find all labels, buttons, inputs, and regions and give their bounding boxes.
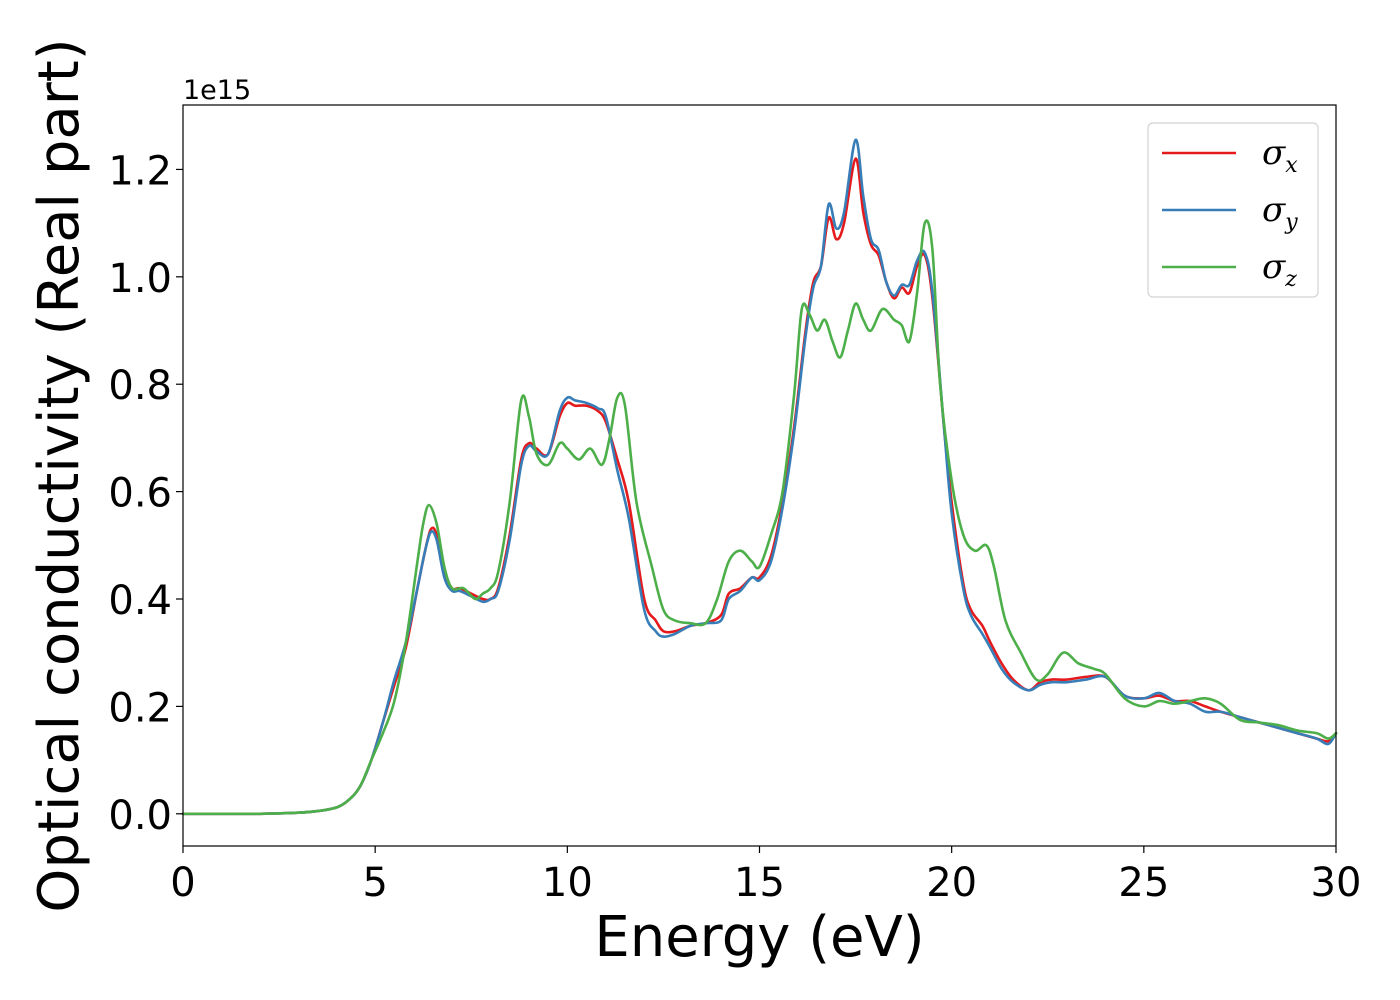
x-tick-label: 0 [170,860,195,906]
y-tick-label: 0.6 [108,471,172,517]
x-axis-label: Energy (eV) [594,905,924,970]
y-tick-label: 0.4 [108,578,172,624]
y-tick-label: 0.0 [108,793,172,839]
series-layer [181,138,1338,816]
plot-background [183,105,1336,846]
x-tick-label: 10 [542,860,593,906]
x-tick-label: 25 [1118,860,1169,906]
x-tick-label: 20 [926,860,977,906]
series-line-z [181,219,1338,816]
y-tick-label: 0.2 [108,685,172,731]
y-axis-ticks: 0.0 0.2 0.4 0.6 0.8 1.0 1.2 [108,148,183,839]
y-tick-label: 1.0 [108,256,172,302]
y-axis-label: Optical conductivity (Real part) [27,38,92,912]
y-tick-label: 1.2 [108,148,172,194]
x-tick-label: 15 [734,860,785,906]
x-tick-label: 5 [362,860,387,906]
x-axis-ticks: 0 5 10 15 20 25 30 [170,846,1361,906]
x-tick-label: 30 [1311,860,1362,906]
y-tick-label: 0.8 [108,363,172,409]
series-line-y [181,138,1338,816]
y-offset-label: 1e15 [183,75,251,106]
